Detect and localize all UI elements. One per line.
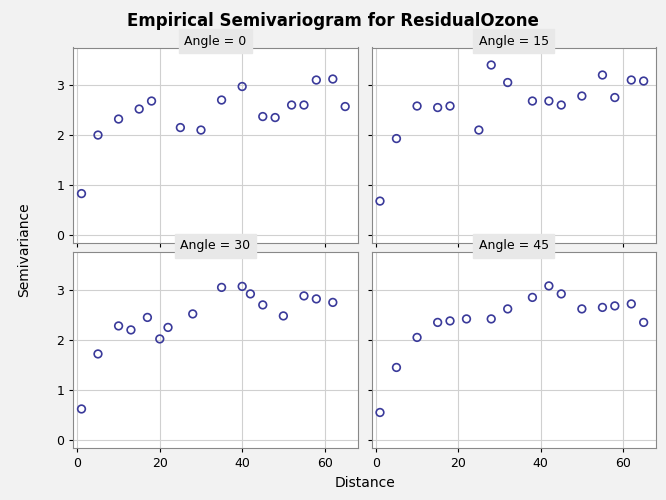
Point	[155, 335, 165, 343]
Point	[237, 82, 248, 90]
Point	[543, 282, 554, 290]
Point	[76, 190, 87, 198]
Point	[328, 75, 338, 83]
Point	[626, 300, 637, 308]
Point	[445, 317, 456, 325]
Point	[311, 295, 322, 303]
Point	[375, 197, 386, 205]
Point	[577, 92, 587, 100]
Point	[527, 97, 537, 105]
Point	[461, 315, 472, 323]
Point	[597, 71, 608, 79]
Point	[375, 408, 386, 416]
Title: Angle = 30: Angle = 30	[180, 240, 250, 252]
Point	[216, 96, 227, 104]
Point	[196, 126, 206, 134]
Title: Angle = 15: Angle = 15	[479, 34, 549, 48]
Point	[76, 405, 87, 413]
Point	[432, 318, 443, 326]
Point	[113, 115, 124, 123]
Point	[270, 114, 280, 122]
Point	[147, 97, 157, 105]
Point	[626, 76, 637, 84]
Point	[609, 302, 620, 310]
Point	[597, 304, 608, 312]
Point	[391, 364, 402, 372]
Point	[638, 318, 649, 326]
Point	[113, 322, 124, 330]
Point	[577, 305, 587, 313]
Point	[245, 290, 256, 298]
Title: Angle = 0: Angle = 0	[184, 34, 246, 48]
Point	[502, 305, 513, 313]
Point	[237, 282, 248, 290]
Point	[134, 105, 145, 113]
Point	[486, 61, 497, 69]
Point	[527, 294, 537, 302]
Point	[298, 101, 309, 109]
Point	[311, 76, 322, 84]
Point	[278, 312, 288, 320]
Text: Semivariance: Semivariance	[17, 202, 31, 298]
Point	[126, 326, 137, 334]
Point	[391, 134, 402, 142]
Text: Empirical Semivariogram for ResidualOzone: Empirical Semivariogram for ResidualOzon…	[127, 12, 539, 30]
Point	[298, 292, 309, 300]
Point	[258, 112, 268, 120]
Point	[93, 131, 103, 139]
Point	[412, 102, 422, 110]
Point	[556, 101, 567, 109]
Point	[258, 301, 268, 309]
Title: Angle = 45: Angle = 45	[479, 240, 549, 252]
Point	[486, 315, 497, 323]
Point	[187, 310, 198, 318]
Point	[638, 77, 649, 85]
Point	[474, 126, 484, 134]
Point	[286, 101, 297, 109]
Point	[163, 324, 173, 332]
Point	[556, 290, 567, 298]
Point	[328, 298, 338, 306]
Point	[543, 97, 554, 105]
Point	[445, 102, 456, 110]
Point	[93, 350, 103, 358]
Point	[502, 78, 513, 86]
Point	[609, 94, 620, 102]
Text: Distance: Distance	[334, 476, 396, 490]
Point	[412, 334, 422, 342]
Point	[340, 102, 350, 110]
Point	[142, 314, 153, 322]
Point	[432, 104, 443, 112]
Point	[175, 124, 186, 132]
Point	[216, 284, 227, 292]
